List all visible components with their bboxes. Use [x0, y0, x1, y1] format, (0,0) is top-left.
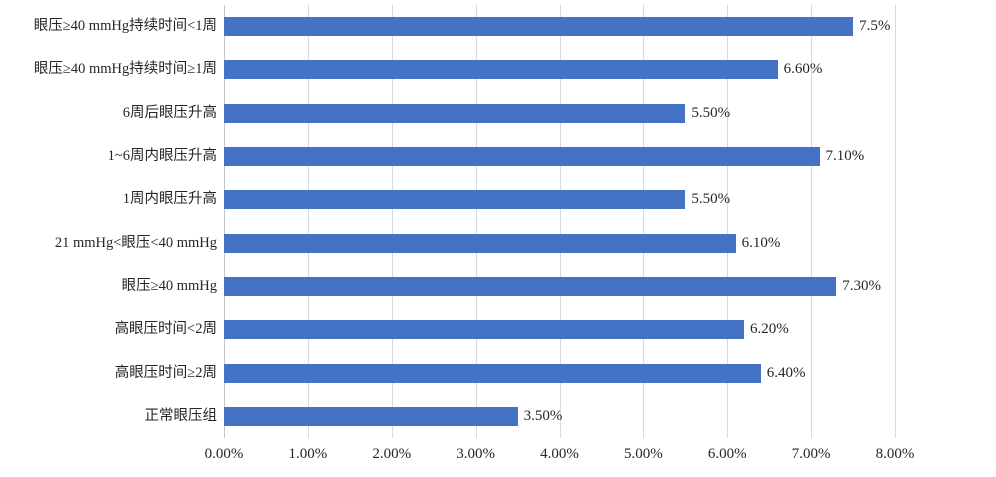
x-tick-label: 8.00%	[875, 446, 915, 462]
gridline	[475, 5, 477, 438]
bar	[224, 320, 745, 340]
x-tick-label: 3.00%	[456, 446, 495, 462]
category-label: 眼压≥40 mmHg持续时间<1周	[33, 18, 217, 35]
bar	[224, 60, 778, 80]
category-label: 眼压≥40 mmHg	[121, 277, 217, 294]
gridline	[811, 5, 813, 438]
x-tick-label: 0.00%	[204, 446, 244, 462]
x-tick-label: 4.00%	[540, 446, 579, 462]
category-label: 正常眼压组	[144, 407, 218, 424]
bar-value-label: 7.10%	[825, 148, 865, 165]
y-axis-line	[224, 5, 225, 438]
bar	[224, 103, 686, 123]
category-label: 1周内眼压升高	[122, 191, 217, 208]
x-tick-label: 5.00%	[624, 446, 663, 462]
x-tick-label: 7.00%	[791, 446, 831, 462]
bar	[224, 17, 854, 37]
bar-value-label: 7.30%	[842, 277, 882, 294]
bar	[224, 406, 518, 426]
bar-value-label: 7.5%	[859, 18, 891, 35]
category-label: 高眼压时间≥2周	[114, 364, 217, 381]
gridline	[895, 5, 896, 438]
category-label: 6周后眼压升高	[122, 104, 217, 121]
gridline	[643, 5, 645, 438]
bar	[224, 363, 761, 383]
x-tick-label: 6.00%	[707, 446, 747, 462]
gridline	[391, 5, 393, 438]
category-label: 眼压≥40 mmHg持续时间≥1周	[33, 61, 217, 78]
bar	[224, 233, 736, 253]
bar	[224, 147, 820, 167]
bar-value-label: 6.10%	[741, 234, 781, 251]
bar-value-label: 5.50%	[691, 104, 731, 121]
bar-value-label: 6.60%	[783, 61, 823, 78]
category-label: 21 mmHg<眼压<40 mmHg	[54, 234, 217, 251]
x-tick-label: 2.00%	[372, 446, 412, 462]
x-tick-label: 1.00%	[288, 446, 328, 462]
category-label: 高眼压时间<2周	[114, 321, 217, 338]
bar	[224, 190, 686, 210]
bar-value-label: 3.50%	[523, 407, 563, 424]
category-label: 1~6周内眼压升高	[107, 148, 217, 165]
gridline	[727, 5, 729, 438]
plot-area: 7.5% 6.60% 5.50% 7.10% 5.50% 6.10% 7.30% 6.20% 6…	[224, 5, 896, 438]
gridline	[307, 5, 309, 438]
bar-value-label: 6.40%	[766, 364, 806, 381]
gridline	[559, 5, 561, 438]
bar-value-label: 6.20%	[750, 321, 789, 338]
bar	[224, 276, 837, 296]
bar-value-label: 5.50%	[691, 191, 731, 208]
